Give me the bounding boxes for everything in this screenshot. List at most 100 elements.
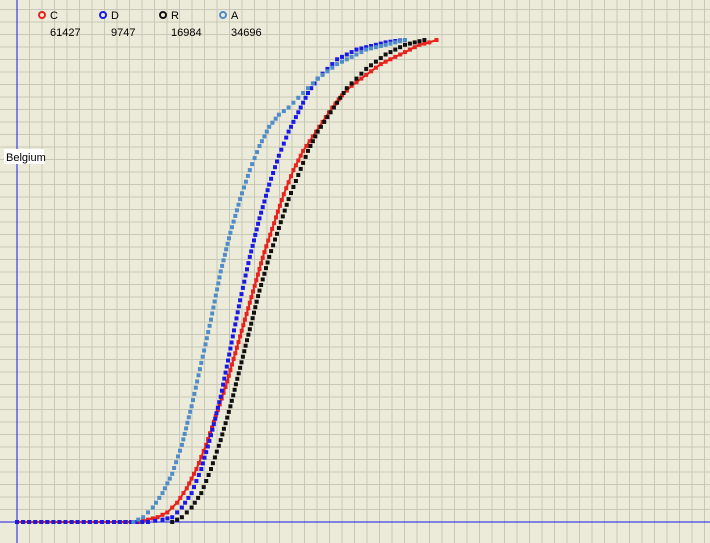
data-point-R bbox=[239, 360, 244, 365]
data-point-R bbox=[286, 197, 291, 202]
data-point-D bbox=[87, 520, 92, 524]
data-point-C bbox=[378, 62, 383, 67]
data-point-D bbox=[364, 45, 369, 50]
data-point-R bbox=[214, 449, 219, 454]
legend-item-C: C 61427 bbox=[38, 10, 81, 39]
data-point-D bbox=[209, 433, 213, 438]
data-point-D bbox=[146, 520, 150, 524]
data-point-C bbox=[199, 454, 204, 459]
data-point-C bbox=[344, 88, 349, 93]
data-point-R bbox=[220, 432, 225, 437]
data-point-A bbox=[181, 437, 186, 442]
data-point-R bbox=[282, 208, 287, 213]
data-point-R bbox=[388, 50, 393, 55]
data-point-D bbox=[234, 316, 239, 321]
data-point-C bbox=[427, 40, 432, 45]
data-point-C bbox=[189, 476, 194, 481]
data-point-A bbox=[165, 481, 170, 486]
data-point-A bbox=[213, 293, 218, 298]
data-point-R bbox=[199, 491, 204, 496]
data-point-A bbox=[160, 491, 165, 496]
data-point-C bbox=[231, 356, 236, 361]
data-point-D bbox=[243, 273, 248, 278]
data-point-R bbox=[253, 305, 258, 310]
data-point-A bbox=[335, 62, 340, 67]
data-point-C bbox=[279, 198, 284, 202]
data-point-D bbox=[235, 310, 240, 315]
data-point-D bbox=[200, 461, 205, 466]
data-point-D bbox=[15, 520, 19, 524]
data-point-R bbox=[170, 520, 175, 524]
data-point-A bbox=[340, 59, 344, 64]
data-point-D bbox=[232, 328, 236, 333]
data-point-C bbox=[242, 317, 247, 322]
data-point-C bbox=[254, 278, 259, 283]
data-point-D bbox=[236, 304, 241, 309]
data-point-A bbox=[154, 500, 158, 505]
data-point-R bbox=[273, 237, 277, 242]
data-point-C bbox=[192, 471, 196, 476]
data-point-A bbox=[378, 44, 383, 48]
legend-name-A: A bbox=[231, 10, 239, 22]
data-point-A bbox=[403, 38, 407, 42]
data-point-C bbox=[217, 402, 222, 407]
data-point-R bbox=[422, 38, 427, 42]
data-point-A bbox=[310, 81, 315, 86]
data-point-D bbox=[205, 444, 210, 449]
data-point-R bbox=[242, 349, 247, 354]
data-point-D bbox=[226, 358, 230, 363]
data-point-A bbox=[233, 213, 238, 218]
data-point-R bbox=[265, 260, 270, 265]
data-point-A bbox=[227, 236, 231, 241]
data-point-D bbox=[134, 520, 139, 524]
data-point-R bbox=[271, 243, 276, 248]
data-point-R bbox=[403, 42, 407, 47]
data-point-R bbox=[247, 327, 252, 332]
data-point-R bbox=[179, 515, 184, 520]
data-point-A bbox=[170, 471, 175, 476]
data-point-R bbox=[225, 415, 230, 420]
data-point-D bbox=[275, 159, 279, 164]
data-point-A bbox=[373, 45, 378, 50]
data-point-A bbox=[220, 263, 225, 268]
legend-name-D: D bbox=[111, 10, 119, 22]
data-point-R bbox=[245, 338, 249, 343]
data-point-R bbox=[212, 455, 217, 460]
data-point-D bbox=[222, 376, 227, 381]
data-point-A bbox=[197, 367, 202, 372]
data-point-A bbox=[195, 379, 200, 384]
data-point-D bbox=[33, 520, 38, 524]
data-point-A bbox=[330, 65, 335, 70]
data-point-C bbox=[286, 180, 291, 185]
data-point-R bbox=[328, 110, 333, 115]
data-point-D bbox=[284, 135, 289, 140]
data-point-C bbox=[211, 419, 216, 424]
data-point-A bbox=[186, 415, 191, 420]
data-point-R bbox=[417, 39, 422, 44]
data-point-D bbox=[112, 520, 116, 524]
data-point-C bbox=[223, 385, 228, 389]
data-point-D bbox=[229, 340, 234, 345]
legend-marker-D bbox=[99, 11, 107, 19]
data-point-A bbox=[131, 520, 136, 524]
data-point-C bbox=[403, 50, 407, 55]
data-point-C bbox=[181, 491, 186, 496]
data-point-D bbox=[257, 216, 262, 221]
data-point-D bbox=[219, 388, 224, 393]
data-point-D bbox=[140, 520, 145, 524]
data-point-R bbox=[298, 166, 303, 171]
data-point-C bbox=[307, 139, 312, 144]
data-point-D bbox=[276, 153, 281, 158]
data-point-D bbox=[349, 50, 354, 55]
data-point-A bbox=[206, 330, 211, 334]
data-point-D bbox=[210, 427, 215, 432]
data-point-D bbox=[301, 100, 306, 105]
data-point-D bbox=[189, 491, 194, 496]
data-point-R bbox=[373, 59, 378, 64]
data-point-A bbox=[167, 476, 172, 481]
data-point-D bbox=[183, 500, 188, 505]
data-point-R bbox=[344, 86, 349, 91]
data-point-D bbox=[117, 520, 122, 524]
data-point-C bbox=[259, 261, 264, 266]
data-point-A bbox=[238, 197, 243, 202]
